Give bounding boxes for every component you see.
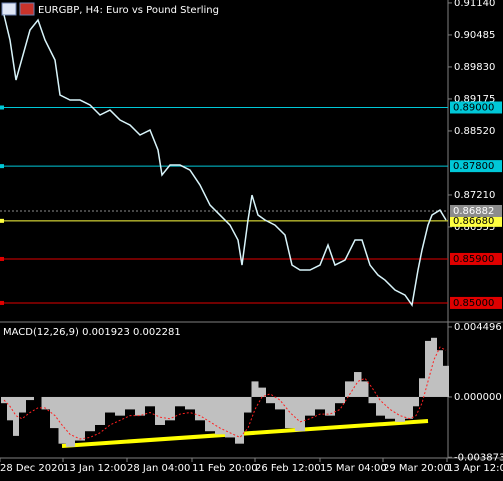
histogram-bar bbox=[125, 396, 135, 410]
y-tick-label: 0.004496 bbox=[454, 322, 502, 333]
histogram-bar bbox=[443, 365, 449, 397]
histogram-bar bbox=[115, 396, 125, 416]
histogram-bar bbox=[395, 396, 405, 422]
histogram-bar bbox=[225, 396, 235, 438]
level-label: 0.89000 bbox=[453, 102, 494, 113]
histogram-bar bbox=[58, 396, 66, 444]
histogram-bar bbox=[13, 396, 19, 436]
histogram-bar bbox=[431, 337, 437, 397]
icon bbox=[1, 2, 17, 16]
histogram-bar bbox=[361, 381, 369, 397]
histogram-bar bbox=[405, 396, 413, 419]
histogram-bar bbox=[285, 396, 295, 429]
y-tick-label: 0.90485 bbox=[454, 30, 495, 41]
histogram-bar bbox=[26, 396, 34, 401]
histogram-bar bbox=[425, 340, 431, 397]
last-price-box bbox=[450, 204, 502, 217]
indicator-title: MACD(12,26,9) 0.001923 0.002281 bbox=[3, 327, 181, 338]
histogram-bar bbox=[295, 396, 305, 432]
trendline bbox=[61, 419, 429, 448]
price-line bbox=[3, 14, 447, 307]
histogram-bar bbox=[275, 396, 285, 410]
level-label-box bbox=[450, 160, 502, 173]
level-marker bbox=[0, 218, 4, 223]
level-label-box bbox=[450, 101, 502, 114]
histogram-bar bbox=[175, 396, 185, 407]
y-tick-label: 0.91140 bbox=[454, 0, 495, 9]
symbol-icons bbox=[1, 2, 35, 16]
histogram-bar bbox=[315, 396, 325, 410]
x-tick-label: 28 Jan 04:00 bbox=[127, 463, 190, 474]
y-tick-label: 0.86555 bbox=[454, 222, 495, 233]
histogram-bar bbox=[376, 396, 385, 416]
chart-title: EURGBP, H4: Euro vs Pound Sterling bbox=[38, 5, 219, 16]
x-tick-label: 28 Dec 2020 bbox=[0, 463, 64, 474]
level-marker bbox=[0, 164, 4, 169]
x-tick-label: 13 Jan 12:00 bbox=[63, 463, 126, 474]
histogram-bar bbox=[7, 396, 13, 421]
histogram-bar bbox=[266, 396, 275, 404]
level-label-box bbox=[450, 252, 502, 265]
x-tick-label: 13 Apr 12:00 bbox=[447, 463, 503, 474]
histogram-bar bbox=[345, 381, 354, 397]
y-tick-label: -0.003873 bbox=[454, 452, 503, 463]
level-label: 0.86680 bbox=[453, 216, 494, 227]
histogram-bar bbox=[205, 396, 215, 432]
histogram-bar bbox=[419, 378, 425, 397]
level-marker bbox=[0, 105, 4, 110]
histogram-bar bbox=[354, 372, 362, 397]
histogram-bar bbox=[258, 387, 266, 397]
histogram-bar bbox=[155, 396, 165, 425]
level-marker bbox=[0, 256, 4, 261]
histogram-bar bbox=[66, 396, 75, 447]
histogram-bar bbox=[325, 396, 335, 416]
histogram-bar bbox=[41, 396, 50, 410]
histogram-bar bbox=[195, 396, 205, 421]
histogram-bar bbox=[235, 396, 244, 444]
histogram-bar bbox=[244, 396, 252, 413]
x-tick-label: 11 Feb 20:00 bbox=[192, 463, 258, 474]
histogram-bar bbox=[19, 396, 26, 413]
histogram-bar bbox=[215, 396, 225, 435]
histogram-bar bbox=[185, 396, 195, 410]
histogram-bar bbox=[251, 381, 259, 397]
histogram-bar bbox=[95, 396, 105, 425]
histogram-bar bbox=[335, 396, 345, 404]
last-price-label: 0.86882 bbox=[453, 206, 494, 217]
signal-line bbox=[3, 346, 447, 440]
histogram-bar bbox=[368, 396, 376, 404]
y-tick-label: 0.87210 bbox=[454, 190, 495, 201]
histogram-bar bbox=[413, 396, 419, 407]
y-tick-label: 0.89830 bbox=[454, 62, 495, 73]
histogram-bar bbox=[437, 350, 443, 397]
level-marker bbox=[0, 300, 4, 305]
histogram-bar bbox=[135, 396, 145, 416]
level-label-box bbox=[450, 214, 502, 227]
histogram-bar bbox=[385, 396, 395, 419]
y-tick-label: 0.000000 bbox=[454, 392, 502, 403]
histogram-bar bbox=[105, 396, 115, 413]
level-label: 0.85900 bbox=[453, 254, 494, 265]
histogram-bar bbox=[85, 396, 95, 432]
histogram-bar bbox=[165, 396, 175, 421]
icon bbox=[19, 2, 35, 16]
level-label: 0.85000 bbox=[453, 298, 494, 309]
x-tick-label: 15 Mar 04:00 bbox=[320, 463, 387, 474]
histogram-bar bbox=[305, 396, 315, 416]
x-tick-label: 29 Mar 20:00 bbox=[383, 463, 450, 474]
histogram-bar bbox=[145, 396, 155, 407]
level-label: 0.87800 bbox=[453, 161, 494, 172]
x-tick-label: 26 Feb 12:00 bbox=[255, 463, 321, 474]
histogram-bar bbox=[50, 396, 59, 429]
y-tick-label: 0.88520 bbox=[454, 126, 495, 137]
histogram-bar bbox=[75, 396, 85, 441]
level-label-box bbox=[450, 296, 502, 309]
y-tick-label: 0.89175 bbox=[454, 94, 495, 105]
